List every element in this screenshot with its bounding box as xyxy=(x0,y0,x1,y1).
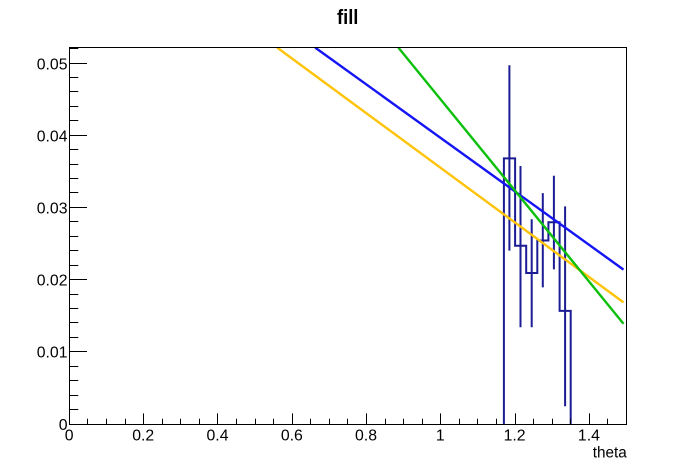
svg-text:0.02: 0.02 xyxy=(37,273,68,290)
svg-text:theta: theta xyxy=(593,444,628,461)
svg-text:0.8: 0.8 xyxy=(355,428,377,445)
svg-text:0: 0 xyxy=(65,428,74,445)
svg-text:0.04: 0.04 xyxy=(37,129,68,146)
svg-text:0.05: 0.05 xyxy=(37,57,68,74)
svg-text:0.03: 0.03 xyxy=(37,201,68,218)
svg-text:1.2: 1.2 xyxy=(504,428,526,445)
svg-text:0.2: 0.2 xyxy=(132,428,154,445)
svg-text:0.6: 0.6 xyxy=(281,428,303,445)
svg-text:1: 1 xyxy=(436,428,445,445)
svg-text:0: 0 xyxy=(59,417,68,434)
svg-text:0.4: 0.4 xyxy=(207,428,229,445)
svg-text:0.01: 0.01 xyxy=(37,345,68,362)
svg-text:1.4: 1.4 xyxy=(578,428,600,445)
svg-text:fill: fill xyxy=(337,7,359,29)
